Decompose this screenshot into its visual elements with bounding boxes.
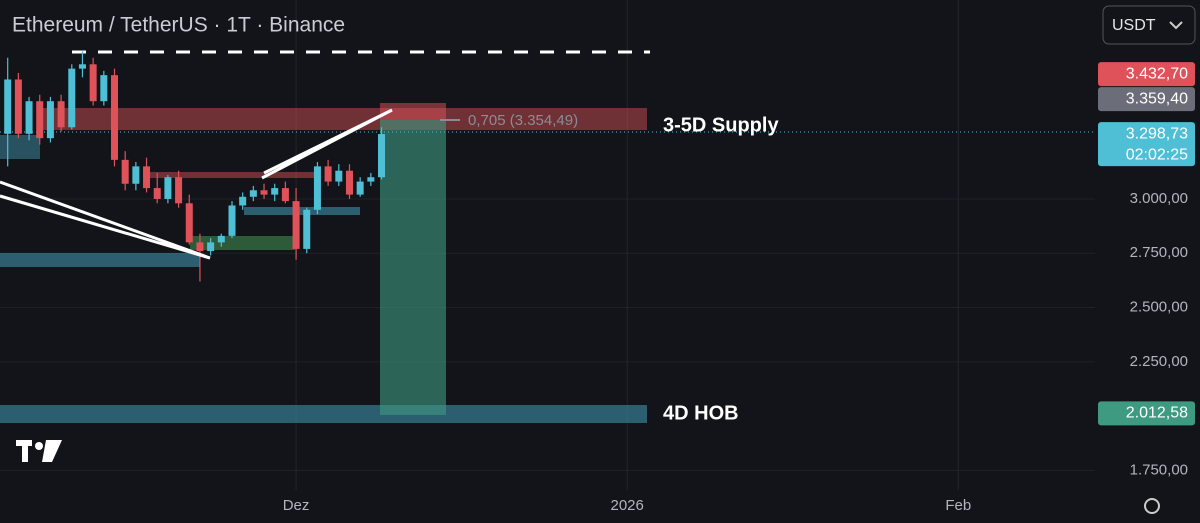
trend-line bbox=[261, 108, 393, 180]
logo bbox=[16, 440, 62, 462]
candle-body bbox=[335, 170, 343, 182]
candle-body bbox=[185, 203, 193, 243]
candle-body bbox=[378, 134, 386, 178]
candle-body bbox=[57, 101, 65, 128]
logo-part bbox=[35, 442, 43, 450]
candle-body bbox=[78, 64, 86, 69]
candle-body bbox=[239, 196, 247, 206]
candle-body bbox=[121, 159, 129, 184]
logo-part bbox=[22, 440, 28, 462]
candle-body bbox=[36, 101, 44, 139]
settings-icon[interactable] bbox=[1144, 498, 1160, 514]
candle-body bbox=[356, 181, 364, 195]
candle-body bbox=[271, 188, 279, 195]
candle-body bbox=[228, 205, 236, 236]
price-label: 3.298,73 bbox=[1126, 125, 1188, 142]
ob-zone bbox=[150, 172, 315, 178]
candle-body bbox=[143, 166, 151, 189]
y-tick-label: 2.750,00 bbox=[1130, 244, 1188, 261]
price-label-box bbox=[1098, 87, 1195, 112]
demand-zone bbox=[0, 253, 200, 267]
candle-body bbox=[249, 190, 257, 197]
candle-body bbox=[110, 75, 118, 160]
candle-body bbox=[25, 101, 33, 134]
hob-zone bbox=[0, 405, 647, 423]
candle-body bbox=[292, 201, 300, 249]
supply-zone bbox=[40, 108, 647, 130]
candle-body bbox=[345, 170, 353, 195]
stop-zone bbox=[380, 103, 446, 120]
price-label: 3.432,70 bbox=[1126, 65, 1188, 82]
fib-label: 0,705 (3.354,49) bbox=[468, 112, 578, 129]
chart-title: Ethereum / TetherUS · 1T · Binance bbox=[12, 14, 345, 37]
ob-zone bbox=[244, 207, 360, 215]
candle-body bbox=[46, 101, 54, 139]
candle-body bbox=[14, 79, 22, 134]
price-label-box bbox=[1098, 62, 1195, 87]
trend-line bbox=[0, 180, 211, 260]
y-tick-label: 3.000,00 bbox=[1130, 190, 1188, 207]
candle-body bbox=[100, 75, 108, 102]
x-tick-label: 2026 bbox=[610, 497, 643, 514]
price-label-box bbox=[1098, 401, 1195, 426]
x-tick-label: Feb bbox=[945, 497, 971, 514]
demand-zone bbox=[0, 135, 40, 159]
y-tick-label: 2.500,00 bbox=[1130, 299, 1188, 316]
price-label: 2.012,58 bbox=[1126, 405, 1188, 422]
trend-lines bbox=[0, 108, 393, 260]
price-label: 3.359,40 bbox=[1126, 90, 1188, 107]
candle-body bbox=[68, 68, 76, 128]
candle-body bbox=[281, 188, 289, 202]
candle-body bbox=[164, 177, 172, 199]
candle-body bbox=[303, 209, 311, 249]
candle-body bbox=[367, 177, 375, 182]
price-label-box bbox=[1098, 122, 1195, 167]
candle-body bbox=[313, 166, 321, 210]
y-tick-label: 2.250,00 bbox=[1130, 353, 1188, 370]
candle-body bbox=[260, 190, 268, 195]
candle-body bbox=[153, 188, 161, 199]
y-tick-label: 1.750,00 bbox=[1130, 461, 1188, 478]
candle-body bbox=[324, 166, 332, 182]
candle-body bbox=[89, 64, 97, 102]
candle-body bbox=[4, 79, 12, 134]
ob-zone bbox=[190, 236, 295, 250]
currency-label[interactable]: USDT bbox=[1112, 17, 1156, 34]
candle-body bbox=[196, 242, 204, 252]
candle-body bbox=[207, 242, 215, 252]
candle-body bbox=[175, 177, 183, 204]
x-tick-label: Dez bbox=[283, 497, 310, 514]
zone-label: 4D HOB bbox=[663, 402, 739, 424]
dropdown-icon bbox=[1169, 21, 1183, 30]
logo-part bbox=[42, 440, 62, 462]
currency-button[interactable] bbox=[1102, 5, 1196, 45]
countdown-label: 02:02:25 bbox=[1126, 146, 1188, 163]
zone-label: 3-5D Supply bbox=[663, 114, 779, 136]
candle-body bbox=[217, 235, 225, 243]
candle-body bbox=[132, 166, 140, 184]
target-zone bbox=[380, 120, 446, 415]
